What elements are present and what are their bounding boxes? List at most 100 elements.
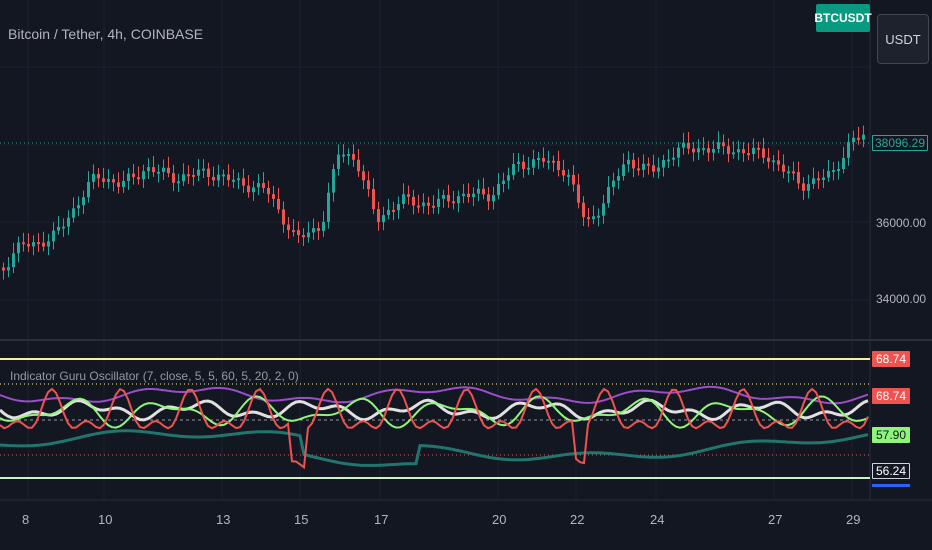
candle-body [847,142,850,158]
candle-body [92,173,95,182]
candle-body [682,142,685,148]
indicator-tag-3: 57.90 [872,427,910,443]
candle-body [137,177,140,180]
candle-body [117,182,120,187]
candle-body [217,174,220,181]
green-line [0,395,869,429]
candle-body [142,171,145,180]
candle-body [842,157,845,170]
candle-body [387,209,390,216]
candle-body [727,146,730,154]
candle-body [332,168,335,193]
time-label: 24 [650,512,665,527]
candle-body [177,181,180,184]
candle-body [52,230,55,242]
candle-body [282,209,285,225]
candle-body [752,147,755,155]
red-line [0,387,869,470]
candle-body [697,148,700,153]
candle-body [167,167,170,174]
candle-body [497,183,500,196]
candle-body [82,197,85,206]
candle-body [487,194,490,202]
candle-body [567,174,570,177]
candle-body [817,178,820,181]
candle-body [47,241,50,247]
candle-body [547,160,550,163]
candle-body [207,168,210,177]
candle-body [647,163,650,166]
candle-body [597,215,600,218]
candle-body [822,177,825,180]
candle-body [392,209,395,212]
candle-body [192,174,195,177]
candle-body [637,168,640,171]
candle-body [667,159,670,162]
candle-body [247,185,250,193]
candle-body [302,235,305,238]
candle-body [437,198,440,208]
candle-body [462,193,465,197]
time-label: 22 [570,512,585,527]
candle-body [632,159,635,169]
candle-body [712,149,715,153]
candle-body [627,159,630,165]
symbol-badge[interactable]: BTCUSDT [814,4,872,32]
candle-body [412,196,415,206]
candle-body [592,216,595,220]
candle-body [127,173,130,182]
candle-body [162,167,165,172]
volume-marker [872,484,910,487]
candle-body [242,178,245,186]
candle-body [362,171,365,181]
candle-body [107,179,110,182]
candle-body [27,243,30,247]
candle-body [347,154,350,157]
time-label: 20 [492,512,507,527]
candle-body [277,198,280,210]
candle-body [757,147,760,150]
time-label: 29 [846,512,861,527]
candle-body [622,164,625,177]
candle-body [652,165,655,172]
candle-body [227,174,230,181]
candle-body [832,169,835,172]
candle-body [742,149,745,154]
candle-body [777,160,780,165]
candle-body [587,217,590,220]
candle-body [2,267,5,271]
candle-body [607,186,610,204]
candle-body [372,189,375,210]
candle-body [782,164,785,172]
candle-body [422,202,425,207]
candle-body [7,267,10,271]
indicator-tag-2: 68.74 [872,388,910,404]
candle-body [182,174,185,182]
indicator-title[interactable]: Indicator Guru Oscillator (7, close, 5, … [10,369,299,383]
candle-body [792,171,795,174]
candle-body [787,171,790,174]
candle-body [317,228,320,231]
candle-body [472,193,475,198]
candle-body [42,242,45,247]
time-label: 15 [294,512,309,527]
candle-body [197,169,200,176]
candle-body [157,171,160,174]
candle-body [67,217,70,227]
candle-body [552,160,555,163]
candle-body [87,181,90,198]
candle-body [237,178,240,181]
candle-body [432,205,435,208]
candle-body [427,202,430,206]
chart-title: Bitcoin / Tether, 4h, COINBASE [8,26,204,42]
candle-body [687,142,690,149]
candle-body [582,202,585,218]
time-label: 10 [98,512,113,527]
candle-body [507,175,510,181]
candle-body [12,253,15,268]
candle-body [102,178,105,182]
candle-body [112,179,115,183]
currency-button[interactable]: USDT [877,14,929,64]
